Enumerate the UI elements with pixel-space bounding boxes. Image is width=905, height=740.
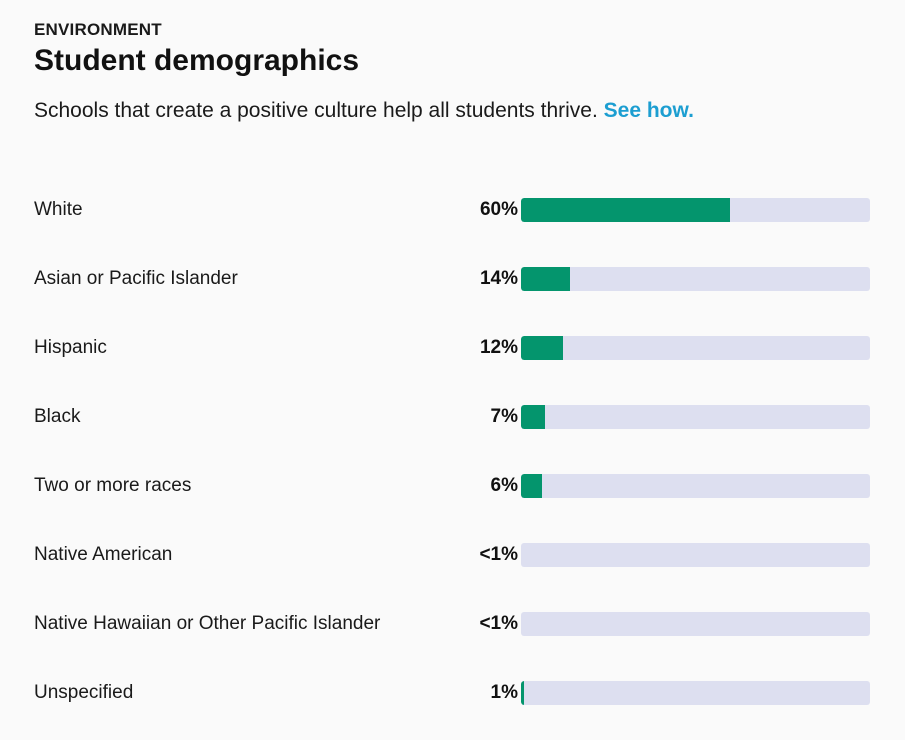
category-label: Unspecified: [34, 682, 134, 703]
bar-track: [521, 543, 870, 567]
bar-track: [521, 267, 870, 291]
category-label: Black: [34, 406, 81, 427]
demographic-row: Unspecified 1%: [34, 669, 874, 738]
category-label: White: [34, 199, 83, 220]
demographic-row: Hispanic 12%: [34, 324, 874, 393]
value-label: 7%: [490, 406, 518, 427]
demographic-row: Black 7%: [34, 393, 874, 462]
subtitle-text: Schools that create a positive culture h…: [34, 99, 604, 122]
category-label: Hispanic: [34, 337, 107, 358]
section-eyebrow: ENVIRONMENT: [34, 20, 162, 39]
category-label: Native Hawaiian or Other Pacific Islande…: [34, 613, 381, 634]
bar-track: [521, 681, 870, 705]
demographic-row: Two or more races 6%: [34, 462, 874, 531]
demographic-row: Asian or Pacific Islander 14%: [34, 255, 874, 324]
category-label: Asian or Pacific Islander: [34, 268, 238, 289]
value-label: <1%: [479, 544, 518, 565]
bar-track: [521, 474, 870, 498]
bar-fill: [521, 681, 525, 705]
value-label: 60%: [479, 199, 518, 220]
bar-track: [521, 336, 870, 360]
bar-track: [521, 612, 870, 636]
value-label: 1%: [490, 682, 518, 703]
bar-fill: [521, 267, 570, 291]
value-label: 12%: [479, 337, 518, 358]
value-label: 14%: [479, 268, 518, 289]
value-label: <1%: [479, 613, 518, 634]
bar-fill: [521, 336, 563, 360]
category-label: Native American: [34, 544, 173, 565]
demographics-bar-chart: White 60% Asian or Pacific Islander 14% Hisp…: [34, 186, 874, 738]
bar-track: [521, 198, 870, 222]
bar-fill: [521, 198, 731, 222]
category-label: Two or more races: [34, 475, 192, 496]
see-how-link[interactable]: See how.: [603, 99, 694, 122]
bar-fill: [521, 474, 542, 498]
bar-fill: [521, 405, 546, 429]
demographic-row: Native Hawaiian or Other Pacific Islande…: [34, 600, 874, 669]
subtitle: Schools that create a positive culture h…: [34, 99, 694, 123]
demographic-row: White 60%: [34, 186, 874, 255]
value-label: 6%: [490, 475, 518, 496]
bar-track: [521, 405, 870, 429]
demographic-row: Native American <1%: [34, 531, 874, 600]
page-title: Student demographics: [34, 44, 360, 77]
